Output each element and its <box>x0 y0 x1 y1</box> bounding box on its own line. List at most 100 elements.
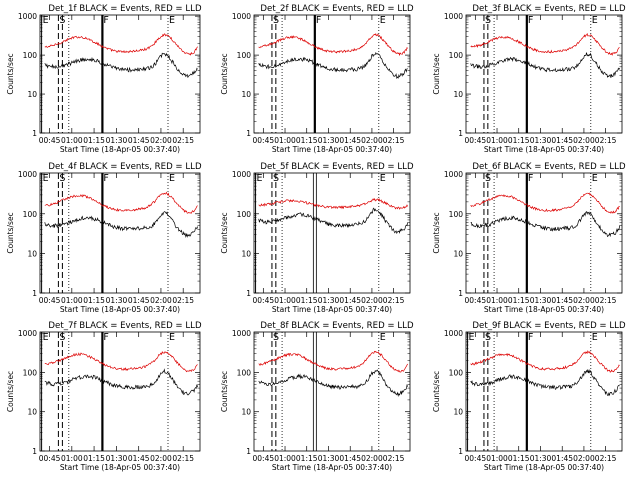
x-tick-label: 01:00 <box>274 454 296 463</box>
series-line-events <box>44 52 198 79</box>
chart-title: Det_2f BLACK = Events, RED = LLD <box>260 4 414 14</box>
x-tick-label: 00:45 <box>253 454 275 463</box>
x-tick-label: 02:00 <box>150 454 172 463</box>
series-line-lld <box>470 32 620 56</box>
x-axis-label: Start Time (18-Apr-05 00:37:40) <box>272 145 392 154</box>
series-line-events <box>258 207 409 235</box>
y-tick-label: 1000 <box>232 170 251 179</box>
x-tick-label: 00:45 <box>465 454 487 463</box>
y-tick-label: 1000 <box>232 329 251 338</box>
x-tick-label: 02:15 <box>595 296 617 305</box>
plot-frame <box>465 14 623 134</box>
series-line-events <box>258 369 409 397</box>
x-tick-label: 02:00 <box>150 296 172 305</box>
series-line-lld <box>258 198 409 210</box>
y-tick-label: 10 <box>27 90 37 99</box>
time-marker-label: E <box>592 332 598 343</box>
y-axis-label: Counts/sec <box>6 371 15 412</box>
y-tick-label: 1000 <box>444 329 463 338</box>
series-line-events <box>44 211 198 238</box>
y-tick-label: 10 <box>241 249 251 258</box>
plot-frame <box>253 172 411 294</box>
x-tick-label: 01:45 <box>551 454 573 463</box>
y-tick-label: 100 <box>449 368 464 377</box>
chart-panel: Det_1f BLACK = Events, RED = LLD 1 10 100 10… <box>6 4 202 154</box>
y-tick-label: 1000 <box>18 329 37 338</box>
x-axis-label: Start Time (18-Apr-05 00:37:40) <box>484 463 604 472</box>
time-marker-label: E <box>169 173 175 184</box>
x-tick-label: 02:00 <box>150 136 172 145</box>
y-tick-label: 100 <box>449 210 464 219</box>
x-tick-label: 02:00 <box>361 136 383 145</box>
x-tick-label: 01:30 <box>530 454 552 463</box>
time-marker-label: E <box>257 173 263 184</box>
chart-panel: Det_2f BLACK = Events, RED = LLD 1 10 100 10… <box>220 4 414 154</box>
x-tick-label: 02:15 <box>172 136 194 145</box>
x-tick-label: 01:15 <box>508 454 530 463</box>
y-tick-label: 10 <box>241 408 251 417</box>
x-tick-label: 01:15 <box>83 454 105 463</box>
y-tick-label: 1 <box>458 289 463 298</box>
y-tick-label: 10 <box>27 408 37 417</box>
x-tick-label: 02:15 <box>595 454 617 463</box>
y-axis-label: Counts/sec <box>432 53 441 94</box>
x-tick-label: 01:45 <box>339 454 361 463</box>
chart-panel: Det_7f BLACK = Events, RED = LLD 1 10 100 10… <box>6 321 202 472</box>
plot-frame <box>465 331 623 452</box>
y-axis-label: Counts/sec <box>220 53 229 94</box>
x-tick-label: 00:45 <box>253 136 275 145</box>
y-tick-label: 100 <box>237 368 252 377</box>
y-axis-label: Counts/sec <box>432 212 441 253</box>
y-tick-label: 1 <box>32 289 37 298</box>
x-tick-label: 01:45 <box>339 296 361 305</box>
chart-panel: Det_5f BLACK = Events, RED = LLD 1 10 100 10… <box>220 162 414 314</box>
time-marker-label: F <box>528 15 533 26</box>
x-tick-label: 01:45 <box>551 136 573 145</box>
x-tick-label: 00:45 <box>39 136 61 145</box>
series-line-events <box>44 368 198 396</box>
x-axis-label: Start Time (18-Apr-05 00:37:40) <box>60 145 180 154</box>
time-marker-label: E <box>43 332 49 343</box>
y-tick-label: 1 <box>458 129 463 138</box>
x-tick-label: 01:45 <box>128 136 150 145</box>
time-marker-label: E <box>469 332 475 343</box>
x-axis-label: Start Time (18-Apr-05 00:37:40) <box>272 463 392 472</box>
x-axis-label: Start Time (18-Apr-05 00:37:40) <box>60 305 180 314</box>
x-tick-label: 00:45 <box>465 136 487 145</box>
y-tick-label: 1 <box>32 129 37 138</box>
y-tick-label: 1000 <box>232 12 251 21</box>
x-tick-label: 02:00 <box>361 296 383 305</box>
y-axis-label: Counts/sec <box>220 212 229 253</box>
y-axis-label: Counts/sec <box>432 371 441 412</box>
chart-panel: Det_4f BLACK = Events, RED = LLD 1 10 100 10… <box>6 162 202 314</box>
y-tick-label: 1000 <box>444 12 463 21</box>
plot-frame <box>465 172 623 294</box>
plot-frame <box>39 14 201 134</box>
x-tick-label: 01:00 <box>486 136 508 145</box>
x-tick-label: 01:30 <box>318 454 340 463</box>
x-tick-label: 00:45 <box>253 296 275 305</box>
y-tick-label: 1 <box>458 447 463 456</box>
x-tick-label: 01:15 <box>83 136 105 145</box>
chart-title: Det_6f BLACK = Events, RED = LLD <box>472 162 626 172</box>
series-line-lld <box>258 350 408 373</box>
time-marker-label: E <box>380 332 386 343</box>
y-tick-label: 10 <box>453 408 463 417</box>
x-tick-label: 01:45 <box>339 136 361 145</box>
y-axis-label: Counts/sec <box>6 212 15 253</box>
y-tick-label: 1 <box>246 447 251 456</box>
y-tick-label: 100 <box>449 51 464 60</box>
x-tick-label: 01:45 <box>128 296 150 305</box>
x-tick-label: 02:15 <box>383 296 405 305</box>
x-tick-label: 01:15 <box>508 296 530 305</box>
time-marker-label: F <box>316 15 321 26</box>
y-tick-label: 1000 <box>18 12 37 21</box>
x-tick-label: 01:00 <box>274 136 296 145</box>
plot-frame <box>253 331 411 452</box>
x-tick-label: 00:45 <box>39 454 61 463</box>
time-marker-label: E <box>43 173 49 184</box>
x-tick-label: 01:30 <box>106 454 128 463</box>
x-tick-label: 02:00 <box>361 454 383 463</box>
series-line-lld <box>44 33 198 56</box>
